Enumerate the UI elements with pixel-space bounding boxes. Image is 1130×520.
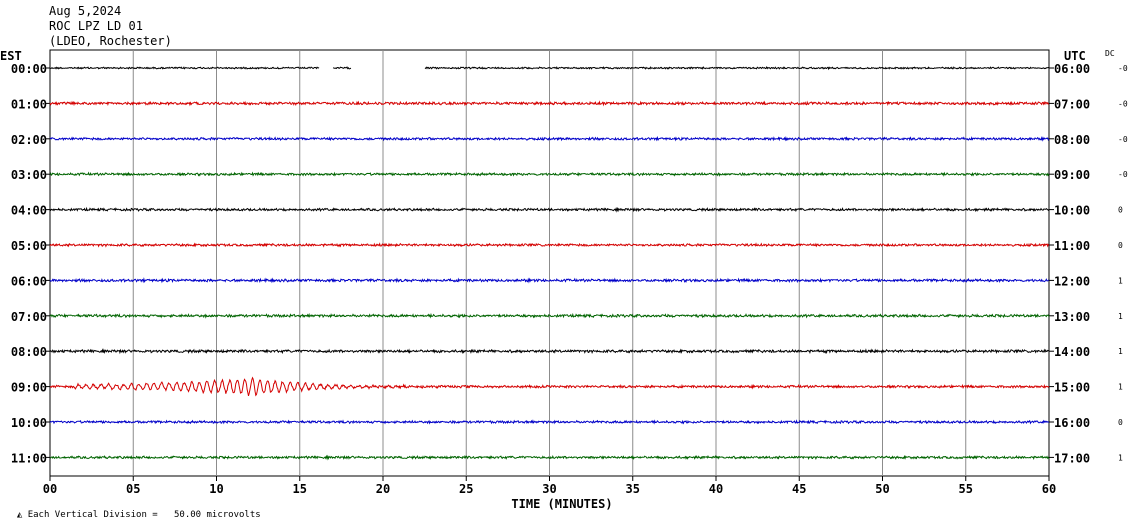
right-time-label: 09:00	[1054, 168, 1090, 182]
left-time-label: 06:00	[11, 274, 47, 288]
dc-value: -0	[1118, 99, 1128, 108]
x-tick-label-15: 15	[293, 482, 307, 496]
trace-row	[49, 206, 1050, 213]
x-tick-label-30: 30	[542, 482, 556, 496]
dc-value: 0	[1118, 418, 1123, 427]
scale-note: ◭ Each Vertical Division = 50.00 microvo…	[6, 500, 261, 520]
header-date: Aug 5,2024	[49, 4, 122, 18]
x-axis-label: TIME (MINUTES)	[511, 497, 612, 511]
header-station: ROC LPZ LD 01	[49, 19, 143, 33]
x-tick-label-60: 60	[1042, 482, 1056, 496]
left-time-label: 08:00	[11, 345, 47, 359]
scale-text: Each Vertical Division = 50.00 microvolt…	[27, 510, 261, 520]
dc-value: 1	[1118, 312, 1123, 321]
right-time-label: 13:00	[1054, 310, 1090, 324]
left-time-label: 00:00	[11, 62, 47, 76]
x-tick-label-05: 05	[126, 482, 140, 496]
x-tick-label-25: 25	[459, 482, 473, 496]
trace-row	[49, 312, 1050, 319]
right-time-label: 15:00	[1054, 381, 1090, 395]
right-time-label: 16:00	[1054, 416, 1090, 430]
left-time-label: 10:00	[11, 416, 47, 430]
trace-row	[49, 171, 1050, 177]
left-time-label: 05:00	[11, 239, 47, 253]
dc-value: 0	[1118, 241, 1123, 250]
left-time-label: 03:00	[11, 168, 47, 182]
dc-value: 0	[1118, 206, 1123, 215]
right-time-label: 14:00	[1054, 345, 1090, 359]
left-time-label: 07:00	[11, 310, 47, 324]
dc-value: 1	[1118, 383, 1123, 392]
x-tick-label-00: 00	[43, 482, 57, 496]
dc-value: 1	[1118, 453, 1123, 462]
x-tick-label-20: 20	[376, 482, 390, 496]
left-time-label: 04:00	[11, 204, 47, 218]
left-time-label: 11:00	[11, 451, 47, 465]
x-tick-label-50: 50	[875, 482, 889, 496]
dc-value: 1	[1118, 276, 1123, 285]
scale-icon: ◭	[16, 510, 28, 520]
left-time-label: 02:00	[11, 133, 47, 147]
trace-row	[49, 277, 1050, 284]
x-tick-label-10: 10	[209, 482, 223, 496]
dc-value: -0	[1118, 64, 1128, 73]
header-network: (LDEO, Rochester)	[49, 34, 172, 48]
right-time-label: 11:00	[1054, 239, 1090, 253]
left-time-label: 01:00	[11, 97, 47, 111]
right-time-label: 10:00	[1054, 204, 1090, 218]
right-time-label: 08:00	[1054, 133, 1090, 147]
right-time-label: 17:00	[1054, 451, 1090, 465]
x-tick-label-35: 35	[626, 482, 640, 496]
x-tick-label-45: 45	[792, 482, 806, 496]
dc-value: -0	[1118, 170, 1128, 179]
trace-row	[49, 100, 1050, 107]
right-time-label: 06:00	[1054, 62, 1090, 76]
right-time-label: 07:00	[1054, 97, 1090, 111]
dc-value: -0	[1118, 135, 1128, 144]
left-timezone-label: EST	[0, 49, 22, 63]
right-timezone-label: UTC	[1064, 49, 1086, 63]
trace-row	[49, 419, 1050, 425]
dc-label: DC	[1105, 49, 1115, 58]
trace-row	[49, 348, 1049, 355]
trace-row	[49, 65, 1050, 71]
trace-row	[49, 376, 1050, 397]
right-time-label: 12:00	[1054, 274, 1090, 288]
x-tick-label-40: 40	[709, 482, 723, 496]
x-tick-label-55: 55	[959, 482, 973, 496]
trace-row	[49, 454, 1050, 461]
trace-row	[49, 242, 1050, 248]
dc-value: 1	[1118, 347, 1123, 356]
trace-row	[49, 135, 1050, 142]
left-time-label: 09:00	[11, 381, 47, 395]
